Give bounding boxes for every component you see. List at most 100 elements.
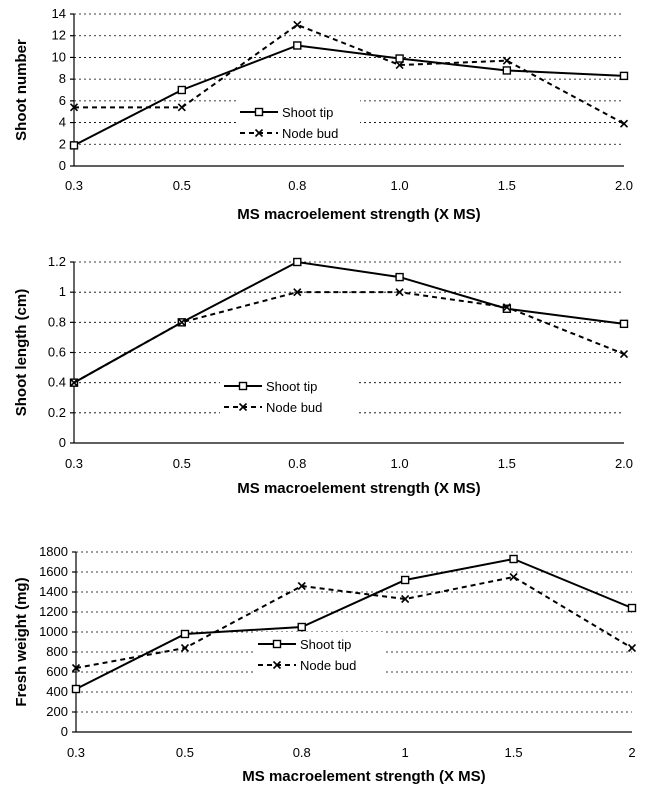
legend: Shoot tip Node bud xyxy=(220,374,356,418)
x-stroke xyxy=(619,349,629,359)
node-bud-point xyxy=(69,103,79,112)
legend: Shoot tip Node bud xyxy=(236,100,360,144)
y-tick-label: 1600 xyxy=(39,564,68,579)
shoot-tip-point xyxy=(395,272,404,282)
x-stroke xyxy=(502,56,511,65)
node-bud-point xyxy=(293,20,302,29)
y-tick-label: 0.4 xyxy=(48,375,66,390)
shoot-tip-point xyxy=(627,603,637,613)
legend-label-shoot-tip: Shoot tip xyxy=(282,105,333,120)
legend-marker-node-bud xyxy=(254,128,264,138)
y-tick-label: 0.8 xyxy=(48,314,66,329)
shoot-tip-point xyxy=(71,684,81,694)
x-tick-label: 0.3 xyxy=(65,178,83,193)
node-bud-series-line xyxy=(73,291,625,384)
y-tick-label: 0.2 xyxy=(48,405,66,420)
x-tick-label: 1.5 xyxy=(498,456,516,471)
node-bud-point xyxy=(502,56,511,65)
node-bud-series-line xyxy=(74,23,625,125)
legend-label-node-bud: Node bud xyxy=(300,658,356,673)
node-bud-point xyxy=(619,349,629,359)
node-bud-point xyxy=(293,288,302,297)
shoot-tip-point xyxy=(400,575,410,585)
y-tick-label: 1000 xyxy=(39,624,68,639)
y-tick-label: 1200 xyxy=(39,604,68,619)
shoot-tip-point xyxy=(180,629,190,639)
legend-marker-shoot-tip xyxy=(272,639,282,649)
x-stroke xyxy=(293,20,302,29)
node-bud-point xyxy=(502,303,511,312)
legend-box xyxy=(254,632,384,676)
x-stroke xyxy=(71,663,81,673)
x-tick-label: 0.3 xyxy=(65,456,83,471)
x-tick-label: 2.0 xyxy=(615,178,633,193)
legend-label-shoot-tip: Shoot tip xyxy=(300,637,351,652)
legend: Shoot tip Node bud xyxy=(254,632,384,676)
node-bud-point xyxy=(297,581,306,591)
y-tick-label: 0 xyxy=(61,724,68,739)
y-tick-label: 6 xyxy=(59,93,66,108)
x-tick-label: 0.8 xyxy=(293,745,311,760)
x-tick-label: 0.5 xyxy=(173,178,191,193)
node-bud-series-line xyxy=(75,575,633,669)
shoot-tip-point xyxy=(502,304,512,313)
shoot-tip-point xyxy=(177,85,187,95)
node-bud-point xyxy=(401,594,410,604)
x-tick-label: 1.5 xyxy=(498,178,516,193)
shoot-tip-point xyxy=(619,319,629,329)
x-axis-label: MS macroelement strength (X MS) xyxy=(237,480,480,497)
y-tick-label: 2 xyxy=(59,136,66,151)
y-axis-label: Fresh weight (mg) xyxy=(13,577,30,706)
shoot-tip-point xyxy=(502,66,512,75)
x-stroke xyxy=(297,581,306,591)
x-tick-label: 2.0 xyxy=(615,456,633,471)
x-tick-label: 1.0 xyxy=(391,178,409,193)
x-tick-label: 1.5 xyxy=(505,745,523,760)
node-bud-point xyxy=(395,60,404,70)
legend-label-node-bud: Node bud xyxy=(282,126,338,141)
shoot-tip-point xyxy=(297,622,306,632)
y-tick-label: 12 xyxy=(52,28,66,43)
x-stroke xyxy=(177,103,186,112)
x-tick-label: 0.3 xyxy=(67,745,85,760)
y-tick-label: 600 xyxy=(46,664,68,679)
y-tick-label: 0 xyxy=(59,435,66,450)
y-tick-label: 0.6 xyxy=(48,345,66,360)
y-tick-label: 4 xyxy=(59,115,66,130)
y-tick-label: 0 xyxy=(59,158,66,173)
x-stroke xyxy=(395,60,404,70)
legend-marker-shoot-tip xyxy=(238,381,248,391)
x-stroke xyxy=(69,378,79,387)
x-stroke xyxy=(177,318,186,327)
legend-marker-node-bud xyxy=(272,660,282,670)
node-bud-point xyxy=(177,318,186,327)
x-tick-label: 0.5 xyxy=(173,456,191,471)
y-axis-label: Shoot length (cm) xyxy=(13,289,30,417)
y-tick-label: 800 xyxy=(46,644,68,659)
legend-box xyxy=(236,100,360,144)
shoot-tip-point xyxy=(619,71,629,81)
fresh-weight-chart: 0 200 400 600 800 1000 1200 1400 1600 1800 0.3 0.5 0… xyxy=(13,544,637,785)
x-tick-label: 1 xyxy=(402,745,409,760)
y-axis-label: Shoot number xyxy=(13,39,30,141)
shoot-tip-point xyxy=(509,554,518,564)
legend-marker-shoot-tip xyxy=(254,107,264,117)
node-bud-point xyxy=(177,103,186,112)
shoot-tip-point xyxy=(293,257,302,267)
y-tick-label: 200 xyxy=(46,704,68,719)
x-stroke xyxy=(395,288,404,297)
y-tick-label: 8 xyxy=(59,71,66,86)
legend-marker-node-bud xyxy=(238,402,248,412)
node-bud-point xyxy=(180,643,190,653)
x-tick-label: 2 xyxy=(628,745,635,760)
x-stroke xyxy=(69,103,79,112)
x-axis-label: MS macroelement strength (X MS) xyxy=(237,206,480,223)
shoot-tip-point xyxy=(69,141,79,150)
y-tick-label: 14 xyxy=(52,6,66,21)
x-tick-label: 1.0 xyxy=(391,456,409,471)
x-stroke xyxy=(619,119,629,128)
x-tick-label: 0.5 xyxy=(176,745,194,760)
node-bud-point xyxy=(71,663,81,673)
shoot-tip-series-line xyxy=(75,557,633,690)
